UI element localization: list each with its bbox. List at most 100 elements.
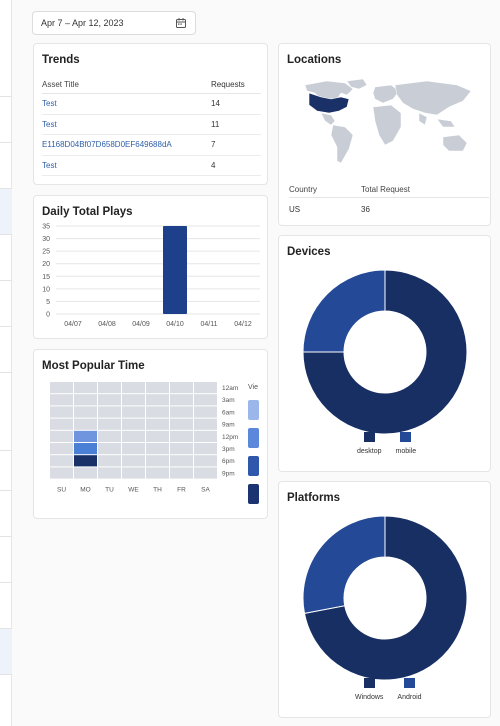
x-tick-label: 04/11	[201, 321, 218, 328]
legend-label: Windows	[355, 694, 384, 701]
asset-link[interactable]: Test	[42, 119, 57, 129]
heatmap-cell	[170, 430, 193, 442]
heatmap-cell	[170, 467, 193, 479]
col-country: Country	[289, 185, 318, 194]
trends-title: Trends	[42, 54, 80, 66]
legend-title: Vie	[248, 384, 258, 391]
locations-table-header: Country Total Request	[289, 182, 489, 198]
heatmap-cell	[170, 418, 193, 430]
heatmap-cell	[122, 467, 145, 479]
legend-swatch	[248, 484, 259, 504]
heatmap-cell	[50, 382, 73, 394]
heatmap-cell	[98, 382, 121, 394]
nav-divider	[0, 628, 12, 629]
nav-divider	[0, 142, 12, 143]
legend-item-desktop[interactable]: desktop	[357, 432, 382, 455]
heatmap-cell	[122, 382, 145, 394]
heatmap-cell	[170, 382, 193, 394]
request-count: 11	[211, 119, 220, 129]
table-row: E1168D04Bf07D658D0EF649688dA 7	[42, 135, 261, 156]
heatmap-cell	[146, 418, 169, 430]
hour-label: 12pm	[222, 434, 238, 441]
heatmap-cell	[50, 394, 73, 406]
heatmap-cell	[122, 406, 145, 418]
request-count: 4	[211, 160, 216, 170]
heatmap-cell	[50, 467, 73, 479]
y-tick-label: 20	[42, 261, 50, 268]
bar	[163, 226, 187, 314]
col-asset-title: Asset Title	[42, 80, 79, 89]
heatmap-cell	[170, 406, 193, 418]
devices-card: Devices desktop mobile	[278, 235, 491, 472]
legend-item-android[interactable]: Android	[397, 678, 422, 701]
hour-label: 3pm	[222, 446, 235, 453]
nav-highlight-band	[0, 188, 12, 234]
nav-divider	[0, 234, 12, 235]
y-tick-label: 30	[42, 236, 50, 243]
platforms-title: Platforms	[287, 492, 341, 504]
col-requests: Requests	[211, 80, 245, 89]
y-tick-label: 5	[46, 299, 50, 306]
calendar-icon[interactable]	[175, 17, 187, 29]
heatmap-cell	[98, 394, 121, 406]
heatmap-cell	[74, 443, 97, 455]
heatmap-cell	[146, 443, 169, 455]
legend-item-windows[interactable]: Windows	[355, 678, 383, 701]
heatmap-cell	[194, 443, 217, 455]
request-count: 7	[211, 140, 216, 150]
devices-title: Devices	[287, 246, 331, 258]
table-row: Test 4	[42, 156, 261, 176]
locations-table: Country Total Request US 36	[289, 182, 489, 220]
legend-swatch	[363, 678, 375, 688]
nav-divider	[0, 490, 12, 491]
legend-label: desktop	[357, 448, 382, 455]
date-range-picker[interactable]: Apr 7 – Apr 12, 2023	[32, 11, 196, 35]
heatmap-cell	[50, 430, 73, 442]
platforms-card: Platforms Windows Android	[278, 481, 491, 718]
legend-swatch	[248, 400, 259, 420]
legend-item-mobile[interactable]: mobile	[396, 432, 416, 455]
heatmap-cell	[98, 455, 121, 467]
total-cell: 36	[361, 204, 370, 214]
heatmap-cell	[50, 443, 73, 455]
x-tick-label: 04/09	[132, 321, 150, 328]
heatmap-cell	[122, 443, 145, 455]
heatmap-cell	[74, 467, 97, 479]
table-row: Test 14	[42, 94, 261, 115]
heatmap-cell	[146, 430, 169, 442]
col-total-request: Total Request	[361, 185, 410, 194]
hour-label: 9am	[222, 422, 235, 429]
asset-link[interactable]: Test	[42, 99, 57, 109]
heatmap-cell	[74, 406, 97, 418]
heatmap-cell	[98, 430, 121, 442]
day-label: FR	[177, 487, 186, 494]
trends-table-header: Asset Title Requests	[42, 76, 261, 94]
hour-label: 6pm	[222, 458, 235, 465]
heatmap-cell	[74, 394, 97, 406]
y-tick-label: 15	[42, 274, 50, 281]
heatmap-cell	[50, 418, 73, 430]
platforms-donut	[302, 515, 468, 681]
nav-divider	[0, 372, 12, 373]
asset-link[interactable]: Test	[42, 160, 57, 170]
heatmap-cell	[122, 394, 145, 406]
popular-time-heatmap: 12am 3am 6am 9am 12pm 3pm 6pm 9pm SU MO TU WE TH FR SA…	[50, 382, 259, 504]
day-label: TH	[153, 487, 162, 494]
heatmap-cell	[50, 406, 73, 418]
legend-swatch	[400, 432, 412, 442]
heatmap-cell	[194, 467, 217, 479]
daily-plays-card: Daily Total Plays 0 5 10 15 20 25 30 35 04/07 04/…	[33, 195, 268, 339]
locations-card: Locations Country Total Request	[278, 43, 491, 226]
devices-donut	[302, 269, 468, 435]
asset-link[interactable]: E1168D04Bf07D658D0EF649688dA	[42, 140, 172, 150]
y-tick-label: 25	[42, 249, 50, 256]
heatmap-cell	[146, 467, 169, 479]
request-count: 14	[211, 99, 220, 109]
heatmap-cell	[50, 455, 73, 467]
nav-highlight-band	[0, 628, 12, 674]
hour-label: 12am	[222, 385, 238, 392]
heatmap-cell	[194, 406, 217, 418]
heatmap-cell	[74, 382, 97, 394]
heatmap-cell	[98, 406, 121, 418]
